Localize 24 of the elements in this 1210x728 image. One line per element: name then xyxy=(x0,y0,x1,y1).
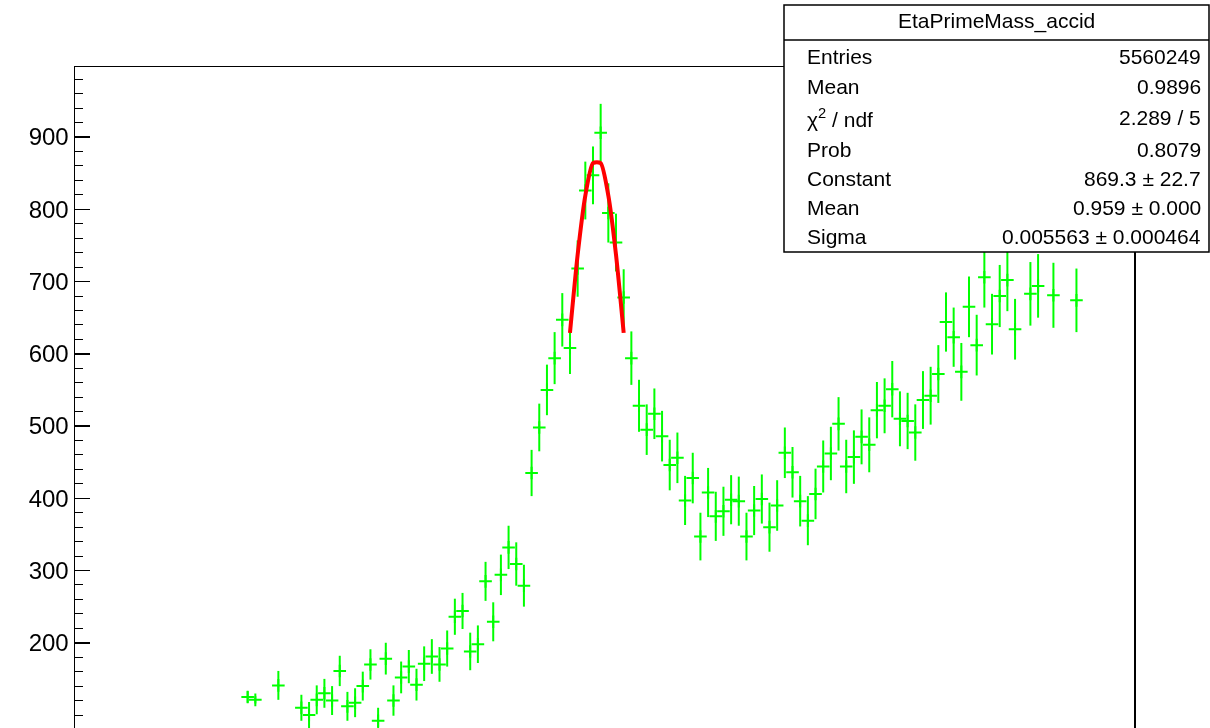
line-series xyxy=(567,160,626,335)
text: EtaPrimeMass_accid xyxy=(898,9,1096,33)
annotation: Mean xyxy=(807,196,860,219)
text: 0.8079 xyxy=(1137,138,1202,161)
y-tick-label: 300 xyxy=(28,556,69,584)
annotation: Mean xyxy=(807,75,860,98)
annotation: Sigma xyxy=(807,225,867,248)
y-tick-label: 700 xyxy=(28,267,69,295)
annotation: χ$^{2}$ / ndf xyxy=(807,105,874,131)
annotation: 5560249 xyxy=(1119,45,1201,68)
annotation: Constant xyxy=(807,167,892,190)
y-tick-label: 200 xyxy=(28,629,69,657)
annotation: 2.289 / 5 xyxy=(1119,106,1201,129)
annotation: 0.959 ± 0.000 xyxy=(1073,196,1202,219)
text: 0.9896 xyxy=(1137,75,1202,98)
y-tick-label: 500 xyxy=(28,412,69,440)
y-tick-label: 800 xyxy=(28,195,69,223)
y-tick-label: 400 xyxy=(28,484,69,512)
y-tick-label: 600 xyxy=(28,340,69,368)
annotation: Entries xyxy=(807,45,873,68)
y-tick-label: 900 xyxy=(28,123,69,151)
annotation: 0.005563 ± 0.000464 xyxy=(1002,225,1201,248)
annotation: 869.3 ± 22.7 xyxy=(1084,167,1201,190)
annotation: Prob xyxy=(807,138,852,161)
